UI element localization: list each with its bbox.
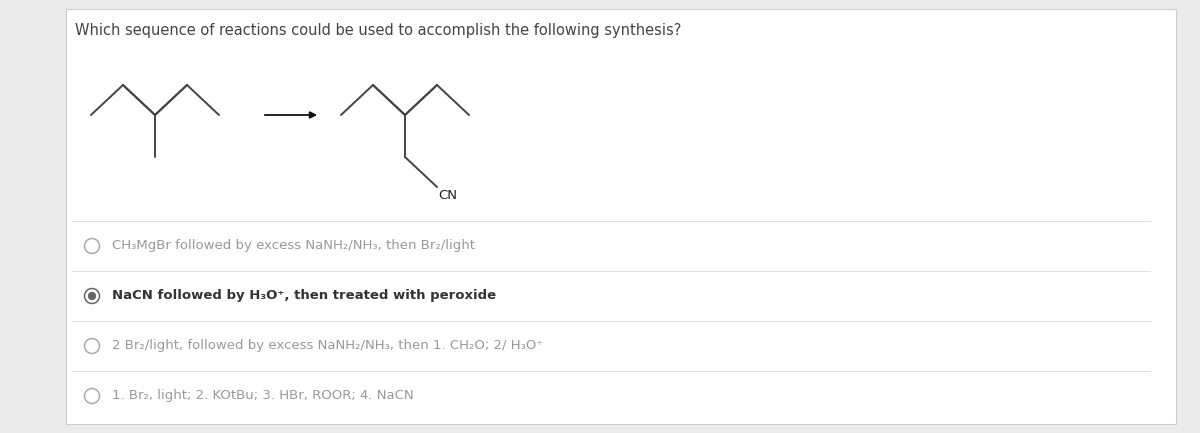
- Circle shape: [89, 293, 96, 300]
- Text: NaCN followed by H₃O⁺, then treated with peroxide: NaCN followed by H₃O⁺, then treated with…: [112, 290, 496, 303]
- Text: CH₃MgBr followed by excess NaNH₂/NH₃, then Br₂/light: CH₃MgBr followed by excess NaNH₂/NH₃, th…: [112, 239, 475, 252]
- Text: CN: CN: [438, 189, 457, 202]
- Text: 1. Br₂, light; 2. KOtBu; 3. HBr, ROOR; 4. NaCN: 1. Br₂, light; 2. KOtBu; 3. HBr, ROOR; 4…: [112, 390, 414, 403]
- Text: 2 Br₂/light, followed by excess NaNH₂/NH₃, then 1. CH₂O; 2/ H₃O⁺: 2 Br₂/light, followed by excess NaNH₂/NH…: [112, 339, 544, 352]
- Text: Which sequence of reactions could be used to accomplish the following synthesis?: Which sequence of reactions could be use…: [74, 23, 682, 38]
